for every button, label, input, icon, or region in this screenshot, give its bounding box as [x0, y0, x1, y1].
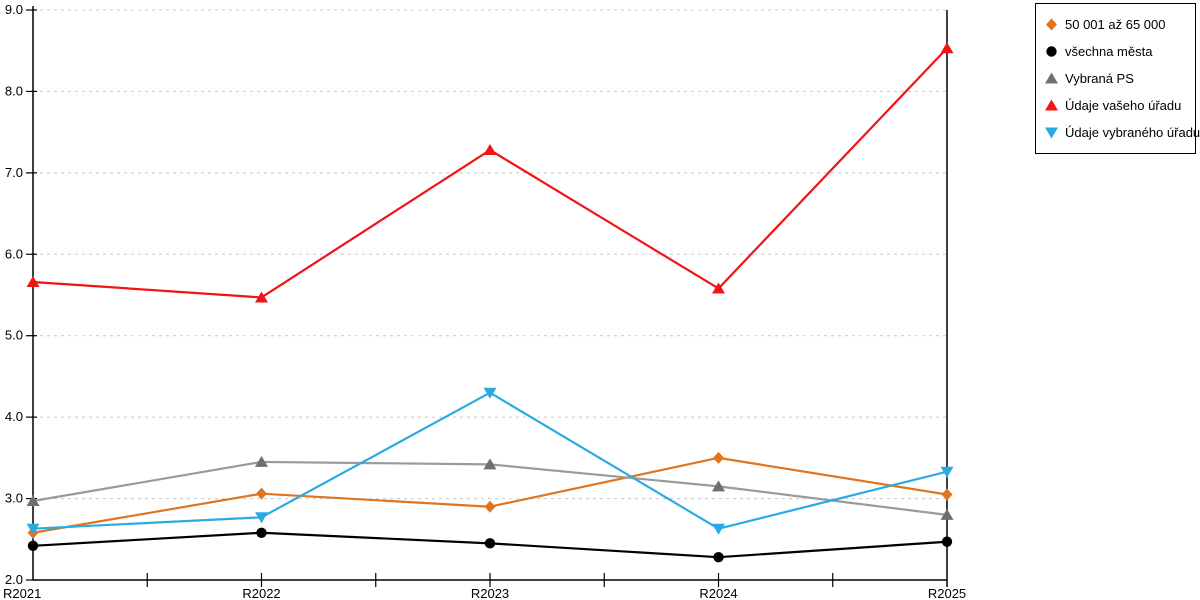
- x-tick-label: R2024: [699, 586, 737, 600]
- y-tick-label: 7.0: [5, 165, 23, 180]
- diamond-marker-icon: [484, 500, 496, 513]
- circle-marker-icon: [27, 540, 39, 551]
- triangle-up-marker-icon: [1045, 99, 1058, 111]
- triangle-down-marker-icon: [1045, 127, 1058, 139]
- triangle-up-marker-icon: [1045, 72, 1058, 84]
- legend-item: Údaje vašeho úřadu: [1044, 92, 1189, 119]
- x-tick-label: R2021: [3, 586, 41, 600]
- x-tick-label: R2022: [242, 586, 280, 600]
- y-tick-label: 9.0: [5, 2, 23, 17]
- legend-label: Údaje vašeho úřadu: [1065, 98, 1182, 113]
- series-1: [27, 527, 953, 563]
- y-tick-label: 8.0: [5, 83, 23, 98]
- legend-label: Vybraná PS: [1065, 71, 1134, 86]
- y-tick-label: 6.0: [5, 246, 23, 261]
- diamond-marker-icon: [256, 487, 267, 500]
- circle-marker-icon: [1046, 46, 1057, 57]
- triangle-down-marker-icon: [483, 387, 497, 399]
- legend: 50 001 až 65 000 všechna města Vybraná P…: [1035, 3, 1200, 154]
- legend-label: 50 001 až 65 000: [1065, 17, 1166, 32]
- legend-item: Vybraná PS: [1044, 65, 1189, 92]
- y-tick-label: 5.0: [5, 328, 23, 343]
- triangle-up-marker-icon: [483, 144, 497, 156]
- triangle-up-marker-icon: [940, 42, 954, 54]
- triangle-down-marker-icon: [940, 466, 954, 478]
- legend-label: všechna města: [1065, 44, 1153, 59]
- triangle-up-marker-icon: [712, 282, 725, 294]
- triangle-down-marker-icon: [1045, 127, 1058, 139]
- triangle-up-marker-icon: [255, 455, 268, 467]
- triangle-up-marker-icon: [712, 480, 725, 492]
- triangle-up-marker-icon: [940, 508, 954, 520]
- triangle-down-marker-icon: [26, 523, 40, 535]
- circle-marker-icon: [941, 536, 953, 547]
- triangle-up-marker-icon: [255, 291, 268, 303]
- diamond-marker-icon: [941, 488, 953, 501]
- circle-marker-icon: [1046, 46, 1057, 57]
- triangle-up-marker-icon: [483, 458, 497, 470]
- circle-marker-icon: [713, 552, 724, 563]
- triangle-up-marker-icon: [1045, 99, 1058, 111]
- y-tick-label: 4.0: [5, 409, 23, 424]
- circle-marker-icon: [484, 538, 496, 549]
- y-tick-label: 2.0: [5, 572, 23, 587]
- triangle-down-marker-icon: [712, 523, 725, 535]
- x-tick-label: R2025: [928, 586, 966, 600]
- legend-item: všechna města: [1044, 38, 1189, 65]
- triangle-down-marker-icon: [255, 512, 268, 524]
- series-3: [26, 42, 954, 303]
- triangle-up-marker-icon: [1045, 72, 1058, 84]
- diamond-marker-icon: [1046, 18, 1057, 31]
- series-4: [26, 387, 954, 535]
- legend-label: Údaje vybraného úřadu: [1065, 125, 1200, 140]
- x-tick-label: R2023: [471, 586, 509, 600]
- triangle-up-marker-icon: [26, 275, 40, 287]
- legend-item: Údaje vybraného úřadu: [1044, 119, 1200, 146]
- triangle-up-marker-icon: [26, 495, 40, 507]
- circle-marker-icon: [256, 527, 267, 538]
- y-tick-label: 3.0: [5, 491, 23, 506]
- diamond-marker-icon: [1046, 18, 1057, 31]
- series-2: [26, 455, 954, 520]
- legend-item: 50 001 až 65 000: [1044, 11, 1189, 38]
- diamond-marker-icon: [713, 451, 724, 464]
